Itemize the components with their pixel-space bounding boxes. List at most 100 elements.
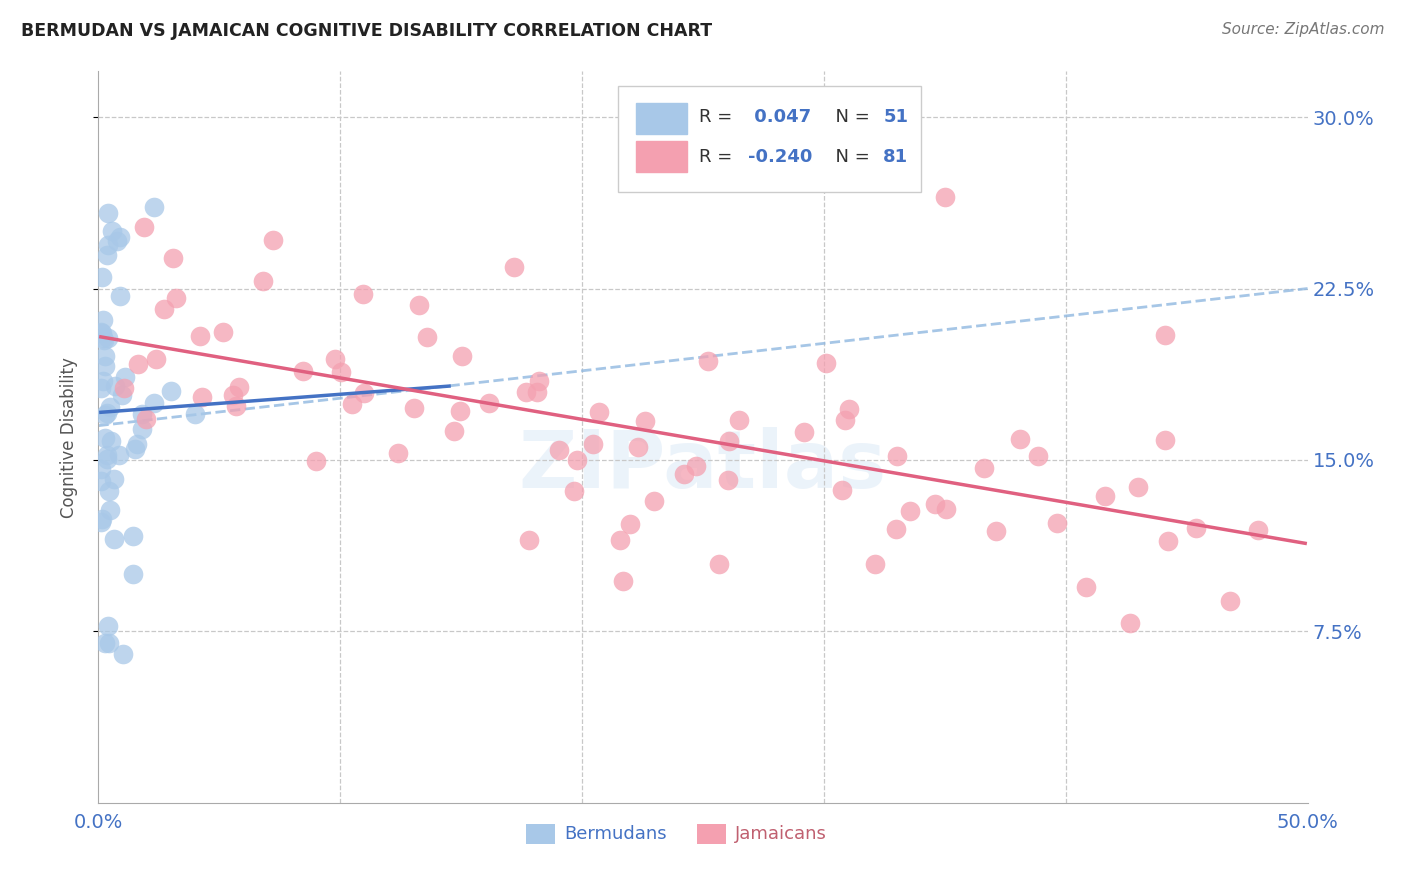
- Point: [408, 298, 430, 312]
- Point: [96, 452, 118, 467]
- Point: [90, 326, 112, 340]
- Point: [96, 448, 118, 462]
- Point: [114, 369, 136, 384]
- Point: [935, 501, 957, 516]
- Point: [924, 497, 946, 511]
- FancyBboxPatch shape: [697, 824, 725, 844]
- Text: R =: R =: [699, 109, 738, 127]
- Point: [111, 647, 134, 661]
- Point: [526, 384, 548, 399]
- Point: [973, 460, 995, 475]
- Point: [97, 619, 120, 633]
- Point: [98, 484, 121, 499]
- Point: [305, 454, 328, 468]
- Text: Source: ZipAtlas.com: Source: ZipAtlas.com: [1222, 22, 1385, 37]
- Text: 51: 51: [883, 109, 908, 127]
- Text: 81: 81: [883, 148, 908, 166]
- Point: [329, 365, 352, 379]
- Point: [986, 524, 1008, 538]
- Point: [97, 331, 120, 345]
- Point: [478, 396, 501, 410]
- FancyBboxPatch shape: [619, 86, 921, 192]
- Text: BERMUDAN VS JAMAICAN COGNITIVE DISABILITY CORRELATION CHART: BERMUDAN VS JAMAICAN COGNITIVE DISABILIT…: [21, 22, 713, 40]
- Point: [90, 269, 112, 284]
- Point: [262, 233, 284, 247]
- Point: [91, 331, 114, 345]
- Point: [728, 412, 751, 426]
- Text: Bermudans: Bermudans: [564, 825, 666, 843]
- Point: [1128, 480, 1150, 494]
- Point: [416, 330, 439, 344]
- Point: [252, 275, 274, 289]
- Point: [132, 219, 155, 234]
- Point: [815, 356, 838, 370]
- Point: [685, 459, 707, 474]
- Point: [143, 396, 166, 410]
- Point: [94, 636, 117, 650]
- Point: [1010, 432, 1032, 446]
- Point: [222, 387, 245, 401]
- Point: [548, 443, 571, 458]
- Text: -0.240: -0.240: [748, 148, 813, 166]
- Point: [93, 408, 115, 422]
- Point: [122, 567, 145, 582]
- Point: [1185, 521, 1208, 535]
- Text: 0.047: 0.047: [748, 109, 811, 127]
- Y-axis label: Cognitive Disability: Cognitive Disability: [59, 357, 77, 517]
- Point: [1157, 533, 1180, 548]
- Point: [612, 574, 634, 589]
- Point: [124, 442, 146, 456]
- Point: [225, 399, 247, 413]
- Point: [1246, 523, 1268, 537]
- Point: [1074, 580, 1097, 594]
- Point: [160, 384, 183, 399]
- Point: [588, 405, 610, 419]
- Point: [1154, 433, 1177, 447]
- Point: [135, 412, 157, 426]
- Point: [94, 431, 117, 445]
- Text: N =: N =: [824, 148, 876, 166]
- Point: [111, 388, 134, 402]
- Point: [103, 532, 125, 546]
- Point: [94, 359, 117, 374]
- Point: [562, 484, 585, 499]
- Text: N =: N =: [824, 109, 876, 127]
- Text: ZIPatlas: ZIPatlas: [519, 427, 887, 506]
- Point: [884, 522, 907, 536]
- Point: [387, 446, 409, 460]
- Point: [98, 401, 121, 415]
- Point: [838, 401, 860, 416]
- Point: [443, 424, 465, 438]
- Point: [100, 224, 122, 238]
- Point: [108, 288, 131, 302]
- Point: [93, 313, 115, 327]
- Point: [127, 436, 149, 450]
- Text: R =: R =: [699, 148, 738, 166]
- Point: [1026, 449, 1049, 463]
- Point: [110, 230, 132, 244]
- Point: [105, 235, 128, 249]
- FancyBboxPatch shape: [526, 824, 555, 844]
- Point: [323, 352, 346, 367]
- Point: [91, 374, 114, 388]
- Point: [697, 354, 720, 368]
- Point: [449, 403, 471, 417]
- Point: [97, 636, 120, 650]
- Point: [90, 475, 112, 489]
- Point: [527, 374, 550, 388]
- Point: [898, 504, 921, 518]
- Point: [97, 206, 120, 220]
- FancyBboxPatch shape: [637, 103, 688, 134]
- Point: [100, 434, 122, 449]
- Point: [934, 190, 956, 204]
- Point: [619, 516, 641, 531]
- Point: [104, 378, 127, 392]
- Point: [352, 287, 374, 301]
- Point: [502, 260, 524, 274]
- Point: [673, 467, 696, 482]
- Point: [515, 385, 537, 400]
- Point: [1153, 328, 1175, 343]
- Point: [1219, 593, 1241, 607]
- Point: [90, 461, 112, 475]
- Point: [627, 441, 650, 455]
